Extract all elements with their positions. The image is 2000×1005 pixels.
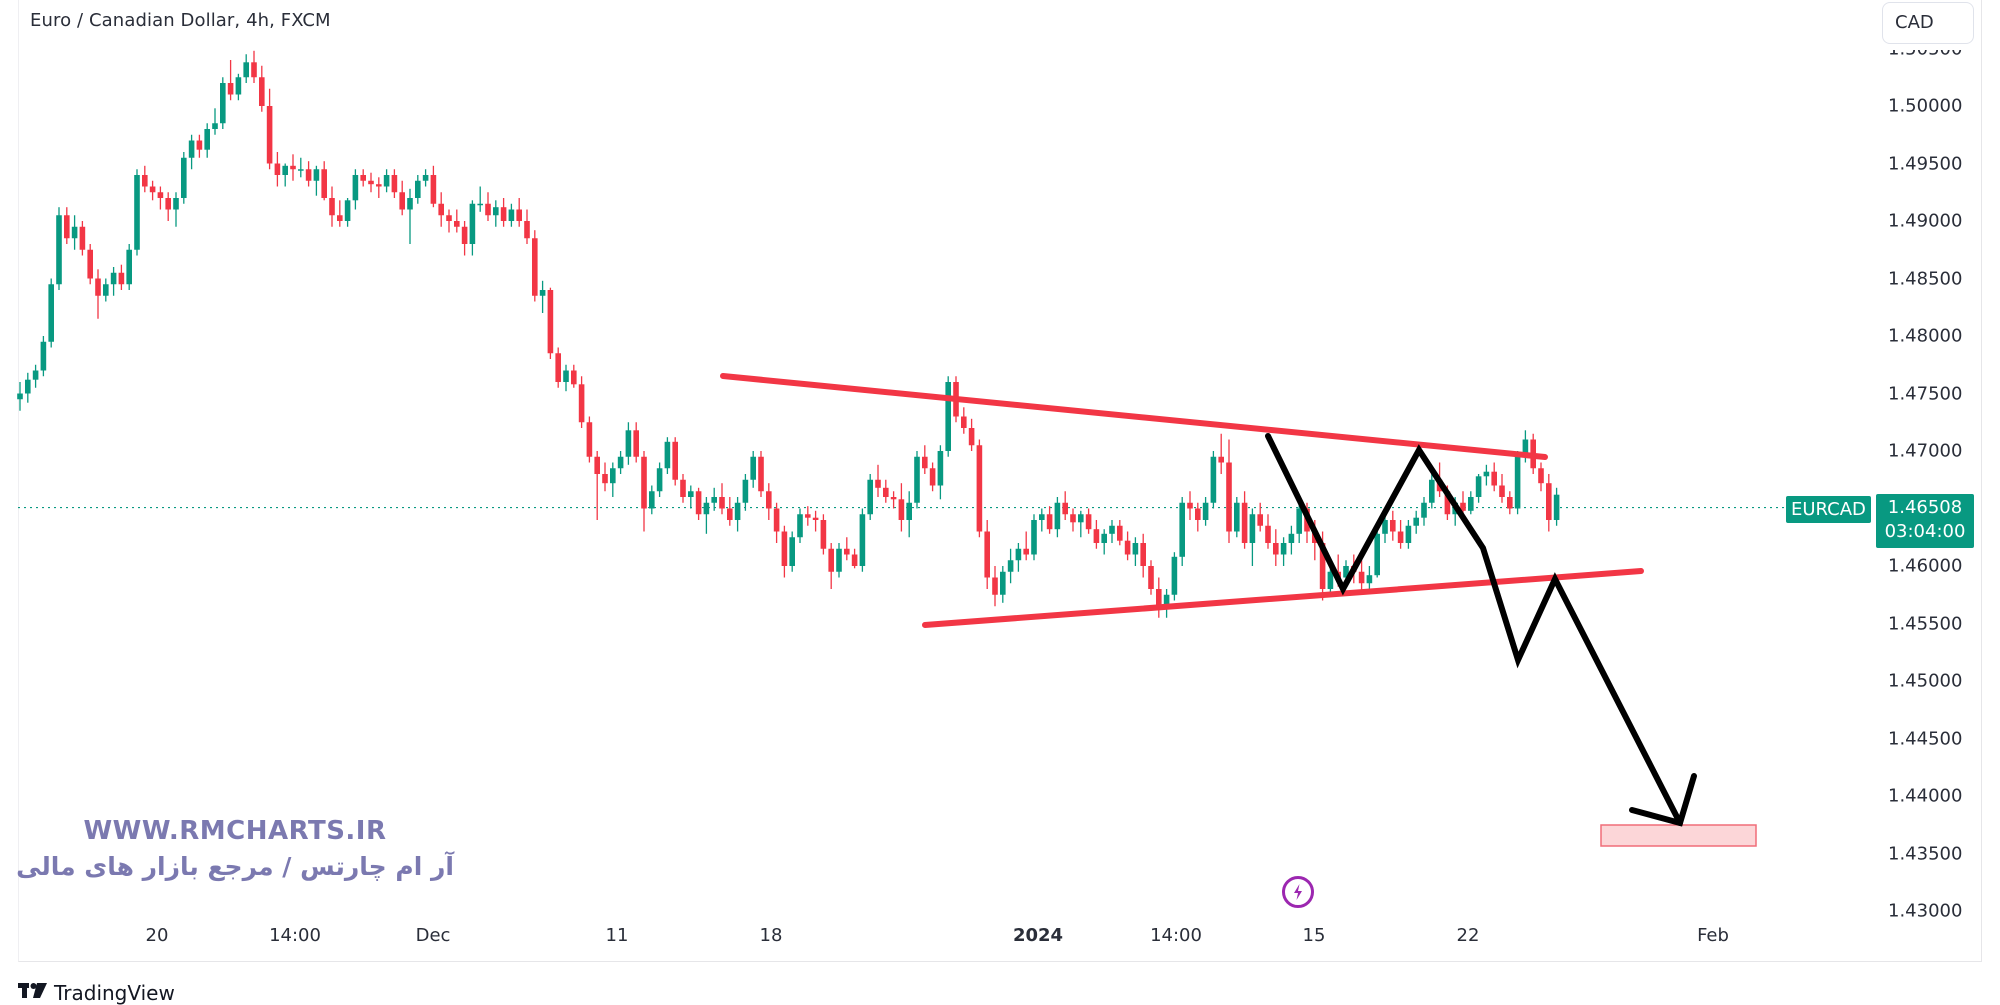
projection-path[interactable] xyxy=(1265,433,1683,826)
price-tick-label: 1.43500 xyxy=(1888,843,1963,864)
chart-title: Euro / Canadian Dollar, 4h, FXCM xyxy=(30,10,331,31)
time-tick-label: 22 xyxy=(1456,925,1480,946)
time-tick-label: 14:00 xyxy=(1150,925,1202,946)
last-price-label: 1.46508 03:04:00 xyxy=(1876,494,1974,548)
upper-trendline[interactable] xyxy=(720,373,1548,460)
watermark-tagline: آر ام چارتس / مرجع بازار های مالی xyxy=(16,852,454,881)
symbol-price-label: EURCAD xyxy=(1786,496,1871,523)
price-tick-label: 1.44000 xyxy=(1888,785,1963,807)
time-axis[interactable]: 20 14:00 Dec 11 18 2024 14:00 15 22 Feb xyxy=(0,925,1880,955)
currency-button[interactable]: CAD xyxy=(1882,2,1974,44)
time-tick-label: 2024 xyxy=(1012,925,1064,946)
price-tick-label: 1.48000 xyxy=(1888,325,1963,347)
time-tick-label: 14:00 xyxy=(269,925,321,946)
time-tick-label: 20 xyxy=(145,925,169,946)
price-tick-label: 1.45500 xyxy=(1888,613,1963,634)
tradingview-brand: TradingView xyxy=(54,980,175,1005)
candles xyxy=(17,50,1560,618)
tradingview-logo[interactable]: TradingView xyxy=(18,980,175,1005)
tradingview-logo-icon xyxy=(18,980,48,1005)
price-tick-label: 1.48500 xyxy=(1888,268,1963,289)
bar-countdown: 03:04:00 xyxy=(1884,521,1966,542)
price-axis[interactable]: 1.50000 1.49500 1.49000 1.48500 1.48000 1.475… xyxy=(1880,0,1980,935)
lightning-icon[interactable] xyxy=(1282,876,1314,908)
price-tick-label: 1.44500 xyxy=(1888,728,1963,749)
chart-panel[interactable] xyxy=(18,0,1982,962)
time-tick-label: Feb xyxy=(1697,925,1729,946)
lower-trendline[interactable] xyxy=(922,568,1644,628)
price-tick-label-clipped: 1.50500 xyxy=(1888,38,1963,60)
price-tick-label: 1.47000 xyxy=(1888,440,1963,462)
arrow-head xyxy=(1629,773,1697,827)
time-tick-label: 18 xyxy=(759,925,783,946)
price-tick-label: 1.50000 xyxy=(1888,95,1963,117)
watermark-url: WWW.RMCHARTS.IR xyxy=(83,816,387,846)
price-tick-label: 1.46000 xyxy=(1888,555,1963,577)
last-price-value: 1.46508 xyxy=(1887,497,1963,518)
price-tick-label: 1.45000 xyxy=(1888,670,1963,692)
price-tick-label: 1.49500 xyxy=(1888,153,1963,174)
time-tick-label: 11 xyxy=(605,925,629,946)
target-zone[interactable] xyxy=(1600,824,1757,847)
price-tick-label: 1.47500 xyxy=(1888,383,1963,404)
price-tick-label: 1.43000 xyxy=(1888,900,1963,922)
price-tick-label: 1.49000 xyxy=(1888,210,1963,232)
time-tick-label: 15 xyxy=(1302,925,1326,946)
time-tick-label: Dec xyxy=(415,925,451,946)
